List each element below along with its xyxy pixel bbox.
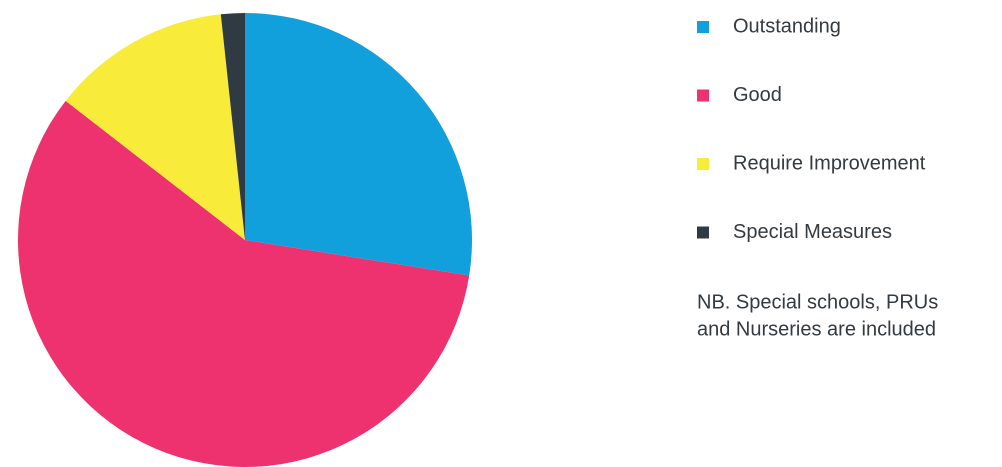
legend-label: Outstanding bbox=[733, 15, 841, 37]
pie-slice bbox=[65, 14, 245, 241]
note: and Nurseries are included bbox=[697, 318, 936, 340]
pie-slice bbox=[18, 100, 470, 467]
legend-swatch bbox=[697, 89, 709, 102]
pie-slice bbox=[220, 13, 245, 240]
note: NB. Special schools, PRUs bbox=[697, 291, 938, 313]
legend-label: Require Improvement bbox=[733, 152, 926, 174]
pie-slice bbox=[245, 13, 472, 276]
legend-label: Good bbox=[733, 84, 782, 106]
legend-swatch bbox=[697, 21, 709, 33]
legend-label: Special Measures bbox=[733, 221, 892, 243]
legend-swatch bbox=[697, 226, 709, 239]
legend-swatch bbox=[697, 158, 709, 170]
